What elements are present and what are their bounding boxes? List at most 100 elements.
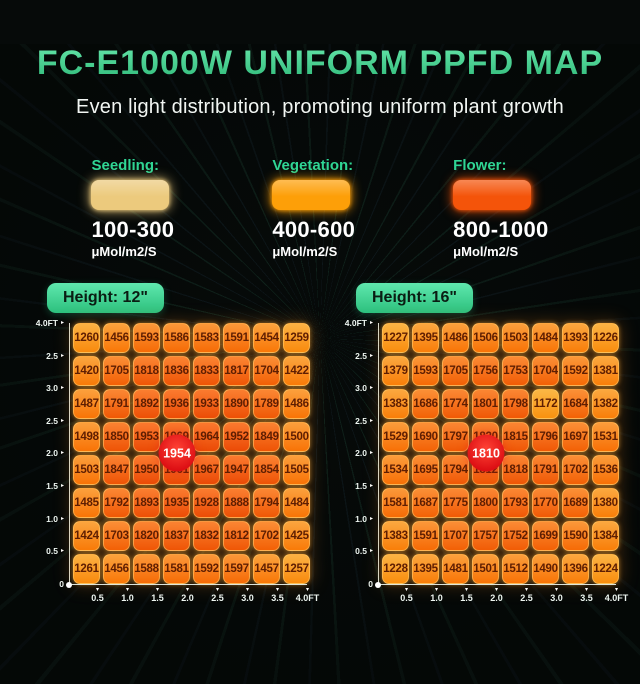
- ppfd-cell: 1832: [193, 521, 220, 551]
- ppfd-cell: 1420: [73, 356, 100, 386]
- ppfd-cell: 1501: [472, 554, 499, 584]
- ppfd-cell: 1592: [562, 356, 589, 386]
- page-title: FC-E1000W UNIFORM PPFD MAP: [0, 44, 640, 83]
- ppfd-grid: 1227 1395 1486 1506 1503 1484 1393 1226 1379 1593…: [382, 323, 619, 584]
- ppfd-cell: 1531: [592, 422, 619, 452]
- ppfd-cell: 1753: [502, 356, 529, 386]
- ppfd-cell: 1505: [283, 455, 310, 485]
- legend-unit: μMol/m2/S: [272, 244, 338, 259]
- y-axis-tick-label: 4.0FT ▸: [344, 318, 373, 328]
- ppfd-cell: 1756: [472, 356, 499, 386]
- ppfd-cell: 1967: [193, 455, 220, 485]
- ppfd-cell: 1456: [103, 323, 130, 353]
- y-axis-tick-label: 2.5 ▸: [46, 415, 64, 426]
- ppfd-cell: 1591: [412, 521, 439, 551]
- x-axis-tick-label: ▾ 2.0: [181, 587, 194, 603]
- legend-range: 100-300: [91, 217, 175, 242]
- ppfd-cell: 1950: [133, 455, 160, 485]
- ppfd-cell: 1425: [283, 521, 310, 551]
- ppfd-cell: 1588: [133, 554, 160, 584]
- ppfd-cell: 1396: [562, 554, 589, 584]
- ppfd-chart-16in: Height: 16" 4.0FT ▸ 2.5 ▸ 3.0 ▸ 2.5 ▸ 2.0 ▸ 1.5 ▸ 1.…: [334, 283, 628, 615]
- ppfd-cell: 1228: [382, 554, 409, 584]
- y-axis-tick-label: 3.0 ▸: [46, 383, 64, 394]
- ppfd-cell: 1529: [382, 422, 409, 452]
- legend-label: Seedling:: [91, 157, 159, 174]
- y-axis-tick-label: 0.5 ▸: [46, 546, 64, 557]
- ppfd-cell: 1379: [382, 356, 409, 386]
- ppfd-cell: 1893: [133, 488, 160, 518]
- ppfd-cell: 1797: [442, 422, 469, 452]
- ppfd-cell: 1837: [163, 521, 190, 551]
- ppfd-cell: 1847: [103, 455, 130, 485]
- ppfd-cell: 1704: [253, 356, 280, 386]
- legend-unit: μMol/m2/S: [453, 244, 519, 259]
- ppfd-cell: 1801: [472, 389, 499, 419]
- axis-origin-dot: [66, 581, 72, 588]
- y-axis-tick-label: 4.0FT ▸: [35, 318, 64, 328]
- legend-range: 800-1000: [453, 217, 549, 242]
- ppfd-cell: 1775: [442, 488, 469, 518]
- peak-value-badge: 1954: [158, 434, 196, 472]
- ppfd-cell: 1384: [592, 521, 619, 551]
- ppfd-cell: 1818: [133, 356, 160, 386]
- ppfd-cell: 1172: [532, 389, 559, 419]
- y-axis-tick-label: 2.0 ▸: [355, 448, 373, 459]
- ppfd-cell: 1704: [532, 356, 559, 386]
- ppfd-cell: 1703: [103, 521, 130, 551]
- y-axis-tick-label: 1.5 ▸: [46, 481, 64, 491]
- ppfd-cell: 1789: [253, 389, 280, 419]
- ppfd-cell: 1815: [502, 422, 529, 452]
- ppfd-cell: 1705: [103, 356, 130, 386]
- ppfd-cell: 1792: [103, 488, 130, 518]
- axis-origin-dot: [375, 581, 381, 588]
- grid-box: 1260 1456 1593 1586 1583 1591 1454 1259 1420 1705…: [69, 323, 310, 584]
- x-axis-tick-label: ▾ 3.5: [271, 587, 284, 603]
- ppfd-cell: 1224: [592, 554, 619, 584]
- ppfd-cell: 1820: [133, 521, 160, 551]
- x-axis-tick-label: ▾ 0.5: [400, 587, 413, 603]
- plot-area: 4.0FT ▸ 2.5 ▸ 3.0 ▸ 2.5 ▸ 2.0 ▸ 1.5 ▸ 1.0 ▸ 0.5 ▸ 0 1260…: [25, 318, 310, 589]
- x-axis-tick-label: ▾ 1.0: [430, 587, 443, 603]
- ppfd-cell: 1928: [193, 488, 220, 518]
- legend-label: Flower:: [453, 157, 507, 174]
- y-axis-tick-label: 1.0 ▸: [46, 513, 64, 524]
- ppfd-infographic: FC-E1000W UNIFORM PPFD MAP Even light di…: [0, 44, 640, 615]
- ppfd-cell: 1935: [163, 488, 190, 518]
- ppfd-cell: 1581: [382, 488, 409, 518]
- x-axis-tick-label: ▾ 1.0: [121, 587, 134, 603]
- ppfd-cell: 1686: [412, 389, 439, 419]
- ppfd-cell: 1593: [412, 356, 439, 386]
- ppfd-cell: 1953: [133, 422, 160, 452]
- ppfd-cell: 1794: [253, 488, 280, 518]
- ppfd-cell: 1690: [412, 422, 439, 452]
- y-axis-tick-label: 0.5 ▸: [355, 546, 373, 557]
- ppfd-cell: 1257: [283, 554, 310, 584]
- ppfd-cell: 1689: [562, 488, 589, 518]
- legend-item-seedling: Seedling: 100-300 μMol/m2/S: [91, 157, 174, 259]
- ppfd-cell: 1486: [283, 389, 310, 419]
- y-axis-tick-label: 0: [59, 578, 64, 589]
- ppfd-cell: 1383: [382, 389, 409, 419]
- ppfd-cell: 1424: [73, 521, 100, 551]
- ppfd-cell: 1581: [163, 554, 190, 584]
- ppfd-cell: 1382: [592, 389, 619, 419]
- x-axis-tick-label: ▾ 2.0: [490, 587, 503, 603]
- y-axis-tick-label: 1.5 ▸: [355, 481, 373, 491]
- legend-range: 400-600: [272, 217, 356, 242]
- page-subtitle: Even light distribution, promoting unifo…: [76, 96, 564, 118]
- ppfd-cell: 1260: [73, 323, 100, 353]
- ppfd-cell: 1890: [223, 389, 250, 419]
- ppfd-cell: 1752: [502, 521, 529, 551]
- y-axis-tick-label: 2.5 ▸: [355, 415, 373, 426]
- ppfd-cell: 1833: [193, 356, 220, 386]
- ppfd-cell: 1952: [223, 422, 250, 452]
- ppfd-cell: 1487: [73, 389, 100, 419]
- ppfd-cell: 1393: [562, 323, 589, 353]
- x-axis-tick-label: ▾ 3.0: [241, 587, 254, 603]
- ppfd-cell: 1500: [283, 422, 310, 452]
- ppfd-cell: 1484: [283, 488, 310, 518]
- ppfd-cell: 1498: [73, 422, 100, 452]
- ppfd-cell: 1593: [133, 323, 160, 353]
- ppfd-cell: 1395: [412, 323, 439, 353]
